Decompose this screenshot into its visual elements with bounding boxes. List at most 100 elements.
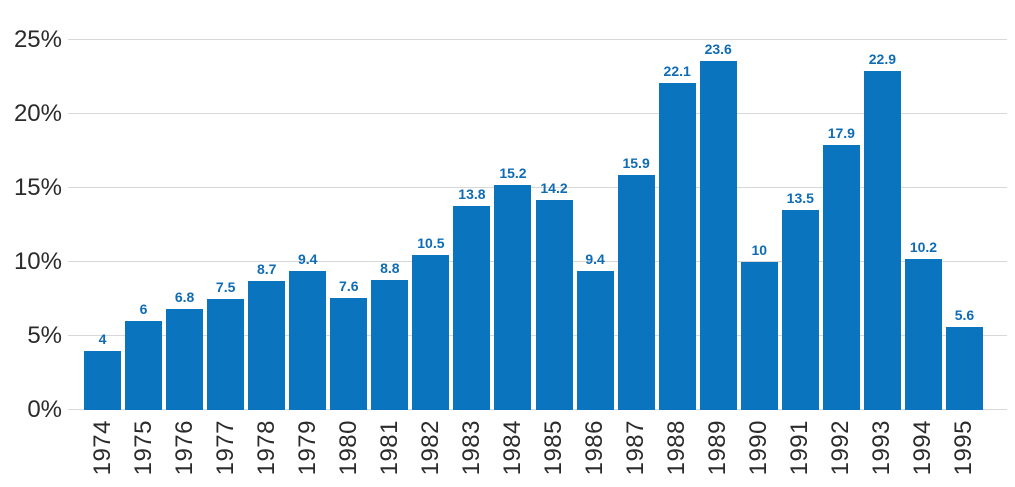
x-tick-label: 1987 [622,420,650,476]
bar-column-1982: 10.5 1982 [412,40,450,475]
gridline [68,113,1007,114]
bar-column-1985: 14.2 1985 [535,40,573,475]
bar-column-1975: 6 1975 [125,40,163,475]
x-tick-label: 1981 [375,420,403,476]
x-tick-label: 1991 [786,420,814,476]
bars-container: 4 1974 6 1975 6.8 1976 7.5 1977 8.7 1978 9.4 1979 7.… [84,40,983,475]
bar-value-label: 13.5 [786,190,814,207]
x-tick-label: 1975 [129,420,157,476]
x-tick-label: 1990 [745,420,773,476]
bar-value-label: 6 [139,301,148,318]
bar [412,254,450,410]
bar [289,270,327,410]
bar-value-label: 8.7 [256,261,277,278]
bar-column-1977: 7.5 1977 [207,40,245,475]
bar [863,71,901,410]
bar-value-label: 23.6 [704,40,732,57]
x-tick-label: 1994 [909,420,937,476]
bar-column-1993: 22.9 1993 [863,40,901,475]
bar-value-label: 8.8 [380,259,400,276]
bar-column-1984: 15.2 1984 [494,40,532,475]
bar [125,321,163,410]
x-tick-label: 1979 [293,420,321,476]
x-tick-label: 1993 [868,420,896,476]
x-tick-label: 1983 [457,420,485,476]
bar [617,174,655,410]
bar-column-1978: 8.7 1978 [248,40,286,475]
y-tick-label: 10% [13,248,62,275]
x-tick-label: 1978 [252,420,280,476]
x-tick-label: 1986 [581,420,609,476]
bar [453,205,491,410]
y-tick-label: 0% [27,396,62,423]
bar [494,185,532,410]
x-tick-label: 1985 [540,420,568,476]
y-tick-label: 15% [13,174,62,201]
bar-column-1992: 17.9 1992 [822,40,860,475]
bar [84,350,121,410]
bar-column-1986: 9.4 1986 [576,40,614,475]
bar-column-1990: 10 1990 [740,40,778,475]
y-tick-label: 25% [13,26,62,53]
bar-value-label: 7.5 [215,279,236,295]
plot-area: 4 1974 6 1975 6.8 1976 7.5 1977 8.7 1978 9.4 1979 7.… [68,39,1007,475]
bar-column-1988: 22.1 1988 [658,40,696,475]
x-tick-label: 1995 [950,420,978,476]
x-tick-label: 1984 [498,420,526,476]
bar-value-label: 17.9 [827,125,855,142]
bar-value-label: 14.2 [540,179,568,196]
bar-column-1995: 5.6 1995 [945,40,983,475]
bar [166,309,204,410]
bar [371,279,409,410]
bar-column-1981: 8.8 1981 [371,40,409,475]
bar-column-1980: 7.6 1980 [330,40,368,475]
bar-value-label: 9.4 [585,250,605,267]
bar-column-1979: 9.4 1979 [289,40,327,475]
bar-column-1994: 10.2 1994 [904,40,942,475]
bar [904,259,942,410]
x-tick-label: 1982 [416,420,444,476]
bar-column-1989: 23.6 1989 [699,40,737,475]
x-tick-label: 1992 [827,420,855,476]
x-tick-label: 1980 [334,420,362,476]
bar-column-1974: 4 1974 [84,40,121,475]
bar-column-1983: 13.8 1983 [453,40,491,475]
bar [248,281,286,410]
bar [945,327,983,410]
bar-value-label: 9.4 [298,250,318,267]
x-tick-label: 1988 [663,420,691,476]
bar [822,145,860,410]
bar [781,210,819,410]
gridline [68,187,1007,188]
bar-column-1976: 6.8 1976 [166,40,204,475]
x-tick-label: 1974 [88,420,116,476]
bar-column-1991: 13.5 1991 [781,40,819,475]
bar-value-label: 10 [751,242,768,258]
bar-value-label: 22.1 [663,62,691,79]
bar [207,299,245,410]
bar-column-1987: 15.9 1987 [617,40,655,475]
bar-value-label: 15.2 [499,165,527,182]
bar-value-label: 10.2 [909,239,938,256]
bar-value-label: 6.8 [174,289,195,306]
bar [740,262,778,410]
bar-value-label: 15.9 [622,154,650,171]
bar-value-label: 5.6 [954,307,975,324]
x-tick-label: 1976 [170,420,198,476]
bar-value-label: 10.5 [417,234,445,251]
bar-value-label: 22.9 [868,51,897,68]
bar-value-label: 13.8 [458,185,486,202]
x-tick-label: 1989 [704,420,732,476]
y-tick-label: 5% [27,322,62,349]
bar-value-label: 4 [98,330,107,347]
bar [330,297,368,410]
y-axis: 0% 5% 10% 15% 20% 25% [0,27,62,423]
gridline [68,39,1007,40]
bar [535,199,573,410]
y-tick-label: 20% [13,100,62,127]
bar [576,270,614,410]
bar-value-label: 7.6 [339,277,359,294]
bar [658,82,696,410]
x-tick-label: 1977 [211,420,239,476]
